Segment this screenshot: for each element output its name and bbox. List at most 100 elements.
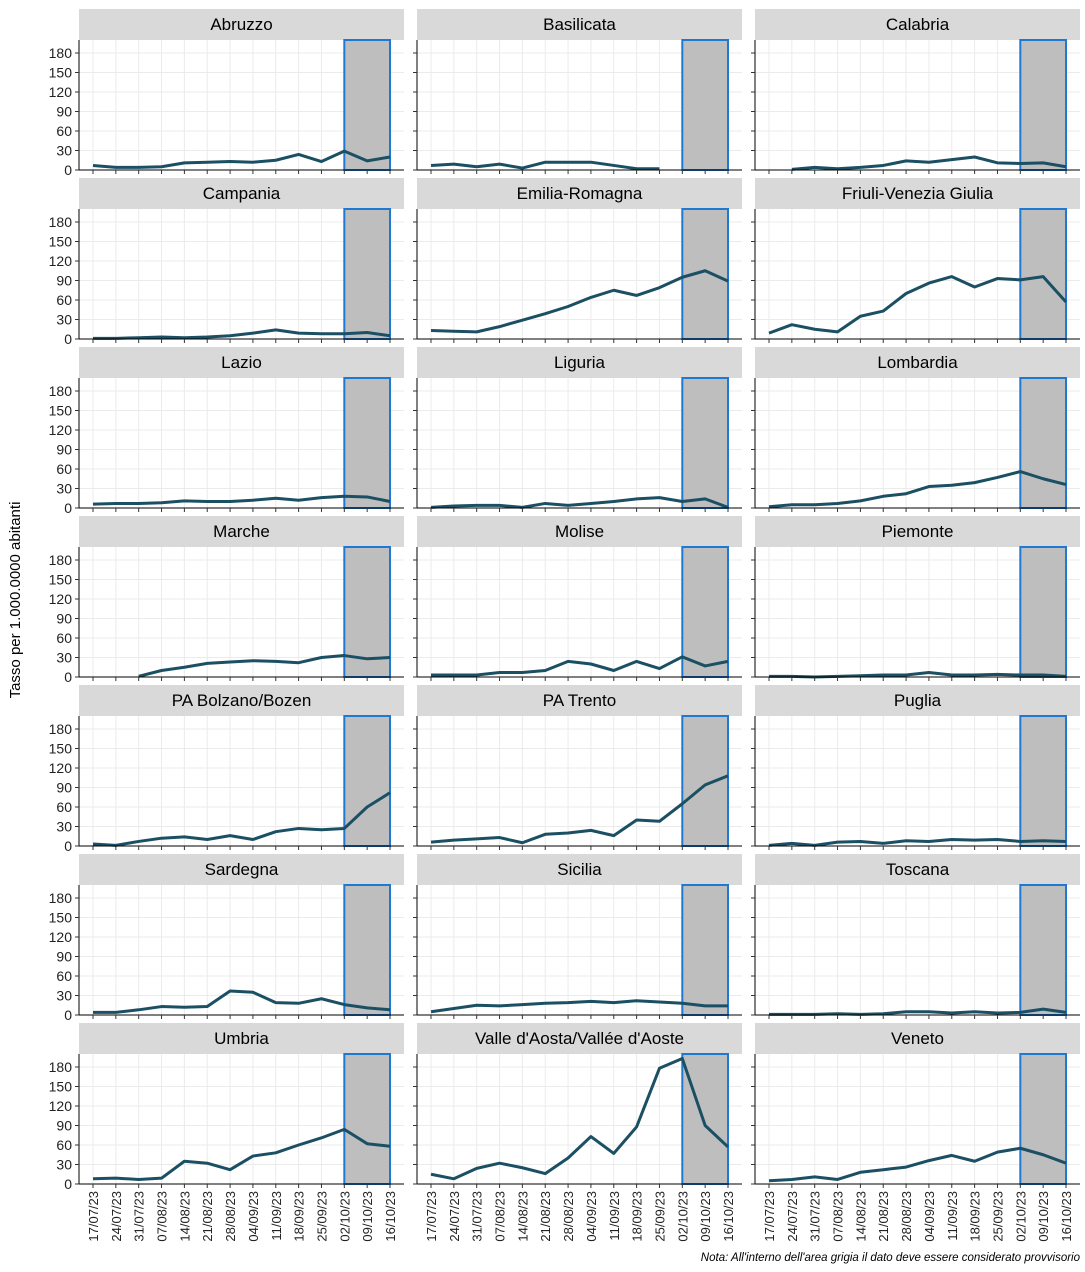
y-tick-label: 60: [56, 630, 72, 646]
panel-title: Lazio: [221, 353, 262, 372]
strip: [79, 9, 404, 40]
x-tick-label: 31/07/23: [470, 1191, 485, 1242]
y-tick-label: 0: [64, 669, 72, 685]
x-tick-label: 04/09/23: [922, 1191, 937, 1242]
y-tick-label: 120: [49, 1098, 73, 1114]
panel-title: Calabria: [886, 15, 950, 34]
x-tick-label: 18/09/23: [968, 1191, 983, 1242]
x-tick-label: 17/07/23: [86, 1191, 101, 1242]
y-tick-label: 90: [56, 611, 72, 627]
panel-title: Basilicata: [543, 15, 616, 34]
y-tick-label: 120: [49, 253, 73, 269]
y-tick-label: 90: [56, 780, 72, 796]
data-line: [430, 774, 729, 845]
x-tick-label: 18/09/23: [630, 1191, 645, 1242]
data-line: [430, 496, 729, 509]
x-tick-label: 17/07/23: [762, 1191, 777, 1242]
panel-title: Friuli-Venezia Giulia: [842, 184, 994, 203]
data-line: [768, 470, 1067, 509]
data-line: [92, 494, 391, 506]
strip: [755, 1023, 1080, 1054]
data-line: [791, 155, 1067, 171]
strip: [417, 347, 742, 378]
strip: [79, 516, 404, 547]
shade: [343, 208, 391, 340]
data-line: [768, 1146, 1067, 1183]
panel-title: Liguria: [554, 353, 606, 372]
y-tick-label: 120: [49, 929, 73, 945]
x-tick-label: 09/10/23: [1036, 1191, 1051, 1242]
data-line: [93, 989, 391, 1014]
x-tick-label: 02/10/23: [337, 1191, 352, 1242]
y-tick-label: 60: [56, 968, 72, 984]
x-tick-label: 24/07/23: [109, 1191, 124, 1242]
data-line: [138, 654, 391, 678]
data-line: [768, 838, 1067, 847]
y-tick-label: 180: [49, 383, 73, 399]
y-tick-label: 150: [49, 1079, 73, 1095]
y-tick-label: 120: [49, 84, 73, 100]
strip: [79, 685, 404, 716]
y-tick-label: 30: [56, 650, 72, 666]
panel-title: Umbria: [214, 1029, 269, 1048]
x-tick-label: 16/10/23: [721, 1191, 736, 1242]
strip: [755, 347, 1080, 378]
data-line: [768, 275, 1068, 335]
strip: [755, 685, 1080, 716]
x-tick-label: 24/07/23: [447, 1191, 462, 1242]
x-tick-label: 24/07/23: [785, 1191, 800, 1242]
shade: [1019, 208, 1067, 340]
strip: [417, 854, 742, 885]
x-tick-label: 21/08/23: [200, 1191, 215, 1242]
y-tick-label: 90: [56, 273, 72, 289]
y-tick-label: 90: [56, 442, 72, 458]
panel-title: Puglia: [894, 691, 942, 710]
panel-title: Lombardia: [877, 353, 958, 372]
y-tick-label: 30: [56, 819, 72, 835]
x-tick-label: 11/09/23: [269, 1191, 284, 1241]
strip: [755, 9, 1080, 40]
y-tick-label: 180: [49, 552, 73, 568]
data-line: [430, 160, 660, 171]
shade: [343, 884, 391, 1016]
x-tick-label: 04/09/23: [246, 1191, 261, 1242]
shade: [681, 1053, 729, 1185]
shade: [1019, 884, 1067, 1016]
shade: [1019, 39, 1067, 171]
y-tick-label: 90: [56, 949, 72, 965]
y-tick-label: 120: [49, 760, 73, 776]
strip: [417, 685, 742, 716]
x-tick-label: 16/10/23: [1059, 1191, 1074, 1242]
strip: [755, 854, 1080, 885]
note: Nota: All'interno dell'area grigia il da…: [701, 1252, 1081, 1264]
x-tick-label: 18/09/23: [292, 1191, 307, 1242]
panel-title: Abruzzo: [210, 15, 272, 34]
y-tick-label: 0: [64, 162, 72, 178]
y-tick-label: 30: [56, 143, 72, 159]
y-tick-label: 180: [49, 721, 73, 737]
y-tick-label: 60: [56, 461, 72, 477]
panel-title: Piemonte: [882, 522, 954, 541]
shade: [343, 39, 391, 171]
x-tick-label: 09/10/23: [360, 1191, 375, 1242]
y-tick-label: 180: [49, 45, 73, 61]
y-tick-label: 60: [56, 799, 72, 815]
x-tick-label: 28/08/23: [223, 1191, 238, 1242]
y-tick-label: 0: [64, 500, 72, 516]
x-tick-label: 21/08/23: [538, 1191, 553, 1242]
data-line: [92, 1127, 391, 1181]
panel-title: PA Bolzano/Bozen: [172, 691, 312, 710]
x-tick-label: 16/10/23: [383, 1191, 398, 1242]
panel-title: Campania: [203, 184, 281, 203]
strip: [79, 347, 404, 378]
x-tick-label: 14/08/23: [853, 1191, 868, 1242]
shade: [681, 546, 729, 678]
x-tick-label: 07/08/23: [831, 1191, 846, 1242]
panel-title: Emilia-Romagna: [517, 184, 643, 203]
x-tick-label: 28/08/23: [561, 1191, 576, 1242]
strip: [417, 178, 742, 209]
x-tick-label: 11/09/23: [945, 1191, 960, 1241]
y-tick-label: 0: [64, 1176, 72, 1192]
data-line: [92, 149, 391, 169]
x-tick-label: 21/08/23: [876, 1191, 891, 1242]
